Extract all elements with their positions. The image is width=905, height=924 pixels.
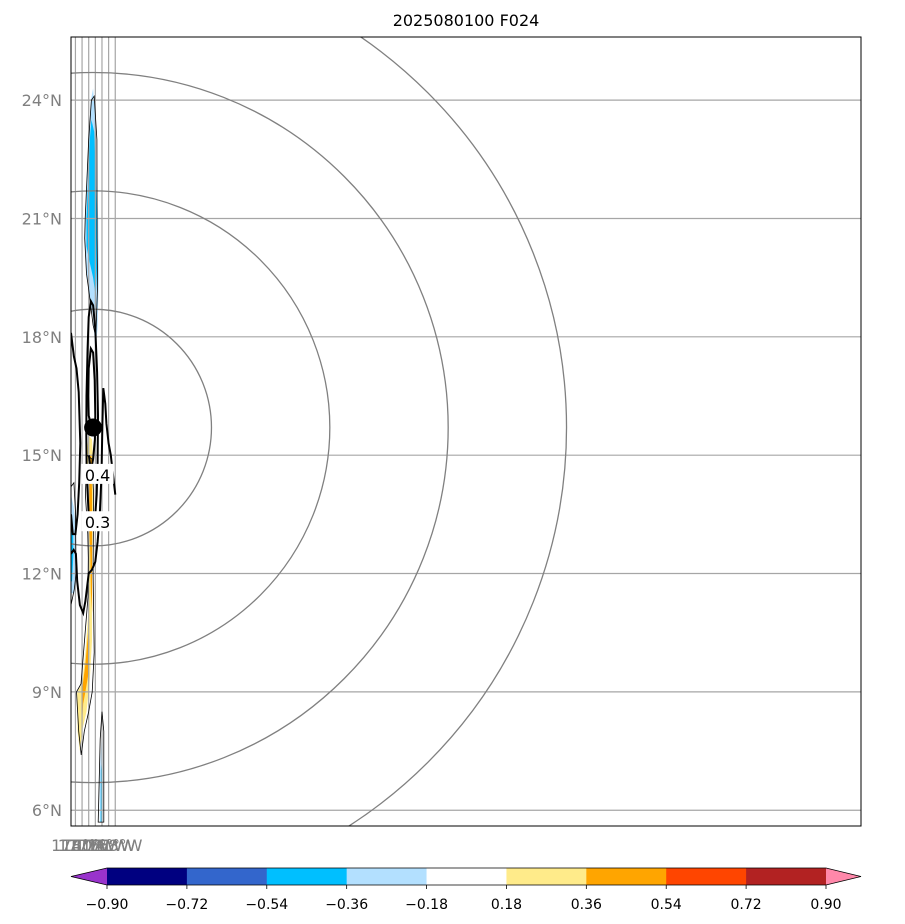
map-background: [71, 37, 861, 826]
colorbar-tick-label-2: −0.54: [245, 897, 288, 913]
contour-label-0: 0.4: [85, 466, 110, 485]
y-axis-ticks: 6°N 9°N 12°N 15°N 18°N 21°N 24°N: [22, 91, 62, 820]
colorbar: −0.90 −0.72 −0.54 −0.36 −0.18 0.18 0.36 0.54 0.7…: [70, 867, 862, 913]
storm-center-dot: [84, 418, 103, 437]
range-ring-1: [71, 190, 331, 665]
colorbar-bin-0: [107, 868, 188, 885]
x-tick-label-4: 174°W: [75, 836, 130, 855]
contour-labels: 0.4 0.3: [81, 463, 114, 532]
colorbar-bin-2: [266, 868, 348, 885]
contour-label-bg-1: [81, 511, 114, 532]
range-ring-3: [347, 37, 568, 826]
x-tick-label-1: 177°E: [58, 836, 107, 855]
thin-contour-3: [97, 711, 105, 823]
y-tick-label-6: 24°N: [22, 91, 62, 110]
bold-contour-0: [87, 345, 97, 472]
bold-contour-3: [71, 387, 117, 617]
colorbar-bin-1: [186, 868, 268, 885]
colorbar-tick-label-8: 0.72: [731, 897, 762, 913]
y-tick-label-3: 15°N: [22, 446, 62, 465]
thin-contour-0: [84, 95, 99, 337]
colorbar-extend-low: [71, 868, 107, 885]
colorbar-tick-label-3: −0.36: [325, 897, 368, 913]
colorbar-tick-label-5: 0.18: [491, 897, 522, 913]
x-tick-label-6: 168°W: [88, 836, 143, 855]
bold-contour-2: [71, 332, 82, 536]
contour-label-1: 0.3: [85, 513, 110, 532]
map-frame: [70, 36, 862, 827]
y-tick-label-2: 12°N: [22, 565, 62, 584]
x-tick-label-3: 177°W: [68, 836, 123, 855]
graticule: [71, 37, 861, 826]
shaded-region-4: [81, 632, 90, 732]
colorbar-tick-label-4: −0.18: [405, 897, 448, 913]
map-plot-area: [71, 37, 861, 826]
colorbar-bin-7: [666, 868, 747, 885]
colorbar-tick-label-9: 0.90: [810, 897, 841, 913]
contour-label-bg-0: [81, 463, 114, 484]
colorbar-bin-4: [426, 868, 507, 885]
colorbar-tick-label-6: 0.36: [571, 897, 602, 913]
y-tick-label-1: 9°N: [32, 683, 62, 702]
storm-center-marker: [84, 418, 103, 437]
colorbar-tick-label-7: 0.54: [651, 897, 682, 913]
colorbar-bin-5: [506, 868, 587, 885]
y-tick-label-0: 6°N: [32, 801, 62, 820]
x-tick-label-0: 174°E: [51, 836, 100, 855]
colorbar-tick-label-1: −0.72: [165, 897, 208, 913]
x-tick-label-2: 180°W: [62, 836, 117, 855]
colorbar-bin-3: [346, 868, 428, 885]
colorbar-bin-8: [746, 868, 827, 885]
y-tick-label-4: 18°N: [22, 328, 62, 347]
colorbar-extend-high: [826, 868, 861, 885]
x-tick-label-5: 171°W: [81, 836, 136, 855]
colorbar-bin-6: [586, 868, 667, 885]
colorbar-tick-label-0: −0.90: [86, 897, 129, 913]
y-tick-label-5: 21°N: [22, 209, 62, 228]
range-ring-2: [71, 71, 449, 784]
chart-title: 2025080100 F024: [393, 11, 540, 30]
